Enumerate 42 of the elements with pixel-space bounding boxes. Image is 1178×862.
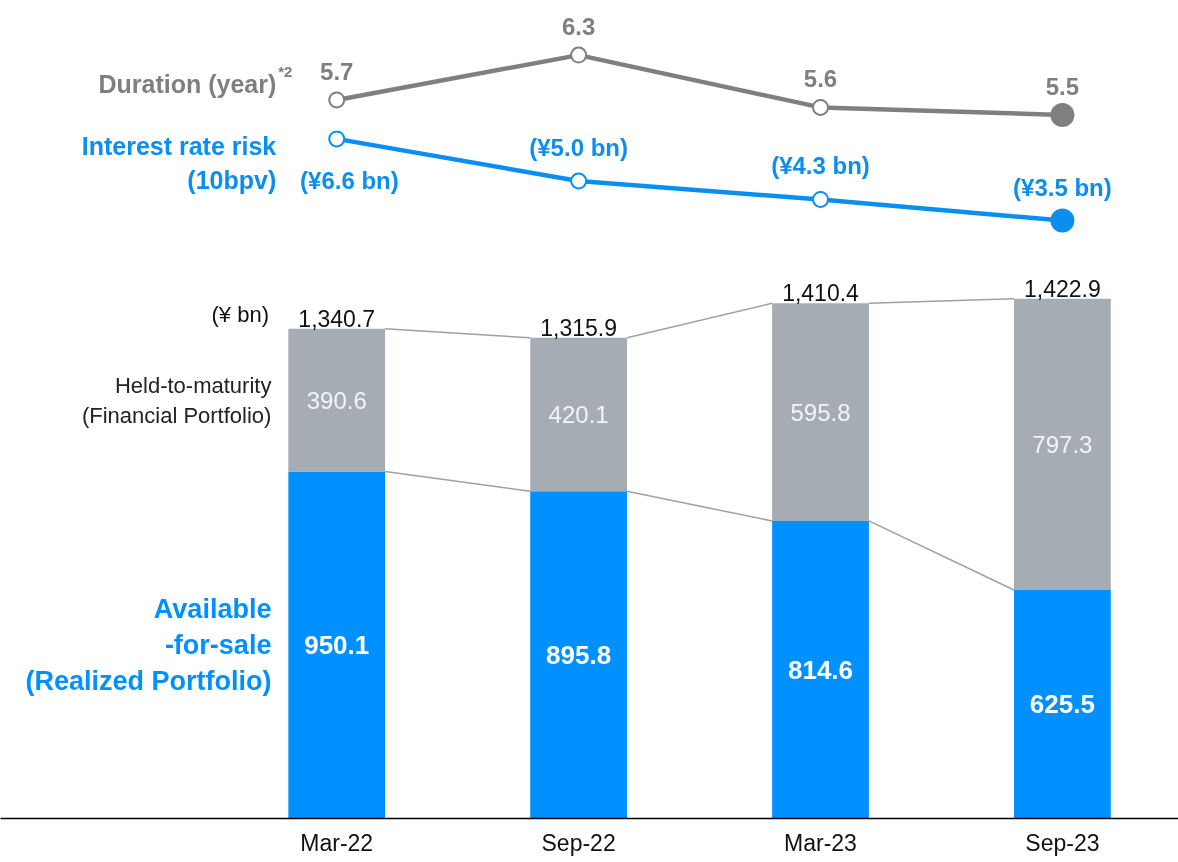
- total-label: 1,410.4: [782, 280, 860, 307]
- bar: [530, 491, 627, 819]
- series-label: Available -for-sale (Realized Portfolio): [25, 593, 272, 696]
- bar: [288, 471, 386, 819]
- y-axis-title: (¥ bn): [211, 301, 270, 327]
- point: [328, 130, 346, 148]
- data-label: 5.5: [1045, 72, 1080, 100]
- data-label: 814.6: [787, 654, 854, 685]
- bar: [1014, 590, 1111, 819]
- x-tick-label: Mar-23: [784, 829, 857, 856]
- data-label: 797.3: [1032, 430, 1093, 458]
- data-label: 5.6: [803, 65, 838, 93]
- data-label: (¥6.6 bn): [300, 166, 399, 194]
- point: [812, 98, 829, 116]
- x-tick-label: Sep-23: [1025, 829, 1100, 856]
- data-label: 595.8: [790, 398, 851, 426]
- text: Interest rate risk (10bpv): [81, 132, 277, 194]
- data-label: (¥4.3 bn): [771, 152, 870, 180]
- data-label: 5.7: [320, 57, 354, 85]
- data-label: 895.8: [546, 639, 612, 670]
- point: [328, 91, 346, 109]
- point: [812, 190, 829, 208]
- data-label: (¥5.0 bn): [529, 134, 628, 162]
- data-label: (¥3.5 bn): [1013, 173, 1112, 201]
- bar: [772, 303, 869, 521]
- data-label: 625.5: [1029, 689, 1095, 720]
- total-label: 1,422.9: [1024, 275, 1101, 302]
- bar: [288, 328, 386, 472]
- x-tick-label: Sep-22: [541, 829, 616, 856]
- data-label: 390.6: [306, 386, 367, 414]
- point: [570, 172, 588, 190]
- total-label: 1,340.7: [298, 305, 376, 332]
- x-tick-label: Mar-22: [300, 829, 374, 856]
- series-label: Held-to-maturity (Financial Portfolio): [81, 372, 272, 428]
- data-label: 950.1: [304, 629, 370, 660]
- bar: [772, 520, 869, 819]
- data-label: 6.3: [561, 13, 596, 41]
- bar: [530, 337, 627, 492]
- data-label: 420.1: [548, 401, 609, 429]
- bar: [1014, 298, 1111, 591]
- point: [570, 46, 588, 64]
- total-label: 1,315.9: [540, 314, 617, 341]
